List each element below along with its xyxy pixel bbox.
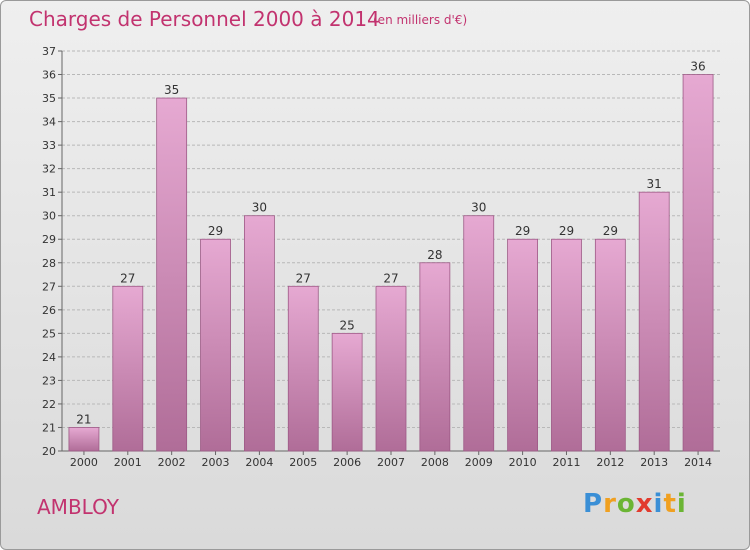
bar-2007 — [375, 285, 407, 452]
x-tick-label-2011: 2011 — [552, 456, 580, 469]
bar-2014 — [682, 74, 714, 452]
bar-2009 — [463, 215, 495, 452]
proxiti-logo: Proxiti — [583, 489, 687, 519]
bar-2001 — [112, 285, 144, 452]
y-tick-label: 37 — [42, 45, 56, 58]
bar-2006 — [331, 332, 363, 452]
y-tick-label: 25 — [42, 327, 56, 340]
x-tick-label-2007: 2007 — [377, 456, 405, 469]
bar-2012 — [594, 238, 626, 452]
y-tick-label: 28 — [42, 257, 56, 270]
y-tick-label: 27 — [42, 280, 56, 293]
chart-subtitle: (en milliers d'€) — [373, 13, 468, 27]
value-label-2013: 31 — [647, 177, 662, 191]
x-tick-label-2010: 2010 — [509, 456, 537, 469]
x-tick-label-2009: 2009 — [465, 456, 493, 469]
y-tick-label: 31 — [42, 186, 56, 199]
bar-2003 — [200, 238, 231, 452]
x-tick-label-2001: 2001 — [114, 456, 142, 469]
value-label-2010: 29 — [515, 224, 530, 238]
bar-2008 — [419, 262, 451, 452]
bar-2010 — [507, 238, 539, 452]
y-tick-label: 36 — [42, 69, 56, 82]
bar-2002 — [156, 97, 188, 452]
value-label-2003: 29 — [208, 224, 223, 238]
y-tick-label: 32 — [42, 163, 56, 176]
value-label-2011: 29 — [559, 224, 574, 238]
x-tick-label-2004: 2004 — [245, 456, 273, 469]
bar-2000 — [68, 427, 100, 452]
value-label-2009: 30 — [471, 201, 486, 215]
y-tick-label: 20 — [42, 445, 56, 458]
value-label-2002: 35 — [164, 83, 179, 97]
y-tick-label: 24 — [42, 351, 56, 364]
x-tick-label-2012: 2012 — [596, 456, 624, 469]
y-tick-label: 22 — [42, 398, 56, 411]
y-tick-label: 29 — [42, 233, 56, 246]
x-tick-label-2008: 2008 — [421, 456, 449, 469]
x-tick-label-2006: 2006 — [333, 456, 361, 469]
x-tick-label-2003: 2003 — [202, 456, 230, 469]
x-tick-label-2014: 2014 — [684, 456, 712, 469]
labels: 21 2000 27 2001 35 2002 29 2003 30 2004 27 2005 25 20… — [70, 60, 712, 469]
y-tick-label: 35 — [42, 92, 56, 105]
y-tick-label: 23 — [42, 374, 56, 387]
y-tick-label: 26 — [42, 304, 56, 317]
y-tick-label: 34 — [42, 116, 56, 129]
bars — [68, 74, 714, 452]
value-label-2008: 28 — [427, 248, 442, 262]
x-tick-label-2000: 2000 — [70, 456, 98, 469]
value-label-2004: 30 — [252, 201, 267, 215]
chart-title: Charges de Personnel 2000 à 2014 — [29, 7, 380, 31]
bar-2004 — [243, 215, 275, 452]
x-tick-label-2005: 2005 — [289, 456, 317, 469]
town-name: AMBLOY — [37, 495, 119, 519]
bar-2013 — [638, 191, 670, 452]
value-label-2000: 21 — [76, 412, 91, 426]
y-tick-label: 30 — [42, 210, 56, 223]
bar-2005 — [287, 285, 319, 452]
bar-2011 — [551, 238, 582, 452]
axes: 20 21 22 23 24 25 26 27 28 29 30 31 32 33 34 35 36 37 — [42, 45, 720, 458]
x-tick-label-2013: 2013 — [640, 456, 668, 469]
y-tick-label: 21 — [42, 421, 56, 434]
value-label-2014: 36 — [690, 60, 705, 74]
x-tick-label-2002: 2002 — [158, 456, 186, 469]
value-label-2001: 27 — [120, 271, 135, 285]
value-label-2006: 25 — [339, 318, 354, 332]
value-label-2005: 27 — [296, 271, 311, 285]
value-label-2007: 27 — [383, 271, 398, 285]
value-label-2012: 29 — [603, 224, 618, 238]
y-tick-label: 33 — [42, 139, 56, 152]
